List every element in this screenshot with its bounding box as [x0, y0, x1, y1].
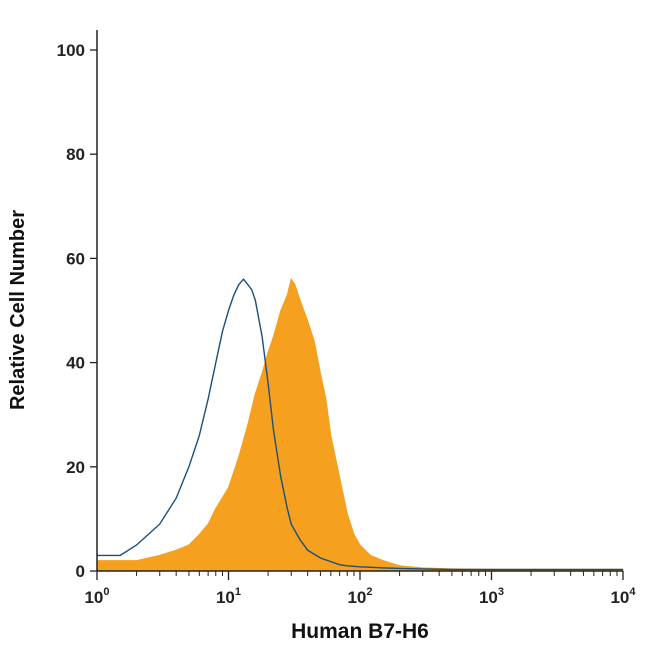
- y-tick-label: 20: [66, 458, 85, 477]
- x-tick-label: 102: [347, 586, 372, 607]
- y-tick-label: 60: [66, 249, 85, 268]
- plot-area: [96, 278, 624, 572]
- y-tick-label: 40: [66, 354, 85, 373]
- x-axis-title: Human B7-H6: [291, 620, 429, 643]
- x-tick-label: 100: [84, 586, 109, 607]
- histogram-filled-series: [96, 278, 624, 572]
- y-tick-label: 100: [57, 41, 85, 60]
- histogram-outline-series: [97, 278, 623, 571]
- y-tick-label: 80: [66, 145, 85, 164]
- y-tick-label: 0: [76, 562, 85, 581]
- axes: 0 20 40 60 80 100 100 101 102 103 104: [57, 30, 636, 607]
- x-tick-label: 101: [216, 586, 241, 607]
- x-tick-label: 104: [610, 586, 636, 607]
- y-axis-title: Relative Cell Number: [7, 210, 29, 410]
- x-tick-label: 103: [479, 586, 504, 607]
